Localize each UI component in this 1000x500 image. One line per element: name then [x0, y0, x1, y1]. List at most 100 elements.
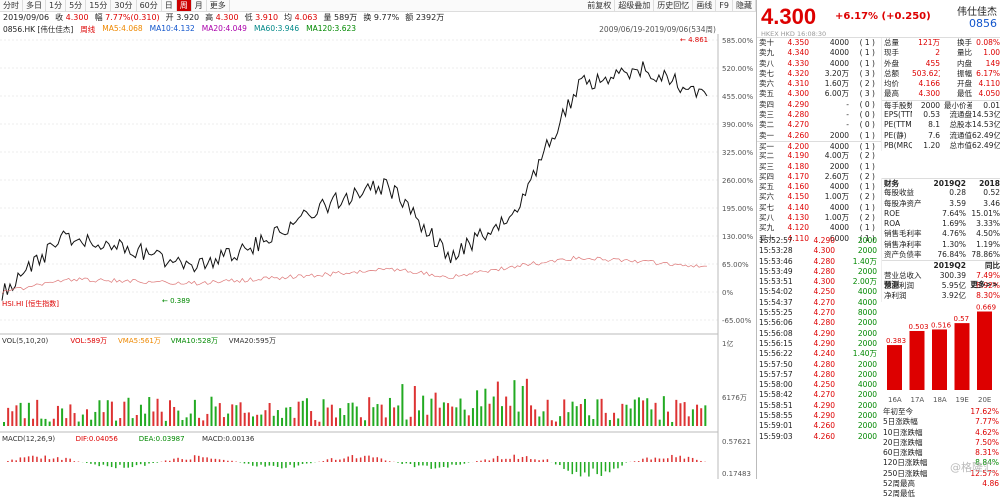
- toolbar-button[interactable]: 前复权: [584, 0, 615, 11]
- toolbar-button[interactable]: F9: [716, 0, 733, 11]
- tick-time: 15:53:46: [757, 257, 797, 267]
- book-price: 4.140: [779, 203, 809, 213]
- stats-cell: 0.08%: [972, 38, 1000, 48]
- book-side: 买八: [757, 213, 779, 223]
- period-tab[interactable]: 日: [162, 0, 177, 11]
- macd-bar: [215, 459, 217, 462]
- vol-legend-vma20: VMA20:595万: [229, 337, 276, 345]
- watermark: @格隆汇: [950, 459, 994, 475]
- macd-bar: [335, 460, 337, 462]
- macd-bar: [601, 462, 603, 476]
- stats-cell: 流通盘: [940, 110, 972, 120]
- vol-bar: [364, 420, 366, 426]
- fin-cell: 销售毛利率: [882, 229, 930, 239]
- toolbar-button[interactable]: 隐藏: [733, 0, 756, 11]
- stats-cell: 量比: [940, 48, 972, 58]
- forecast-more-link[interactable]: 更多>>: [970, 280, 998, 290]
- vol-bar: [161, 412, 163, 426]
- period-tab[interactable]: 60分: [137, 0, 162, 11]
- vol-bar: [700, 408, 702, 426]
- macd-bar: [69, 459, 71, 462]
- macd-bar: [107, 462, 109, 466]
- macd-bar: [700, 461, 702, 462]
- vol-bar: [215, 406, 217, 426]
- macd-bar: [663, 459, 665, 462]
- period-tab[interactable]: 更多: [207, 0, 230, 11]
- period-tab[interactable]: 1分: [46, 0, 66, 11]
- vol-bar: [447, 403, 449, 426]
- vol-bar: [513, 380, 515, 426]
- perf-label: 20日涨跌幅: [881, 438, 953, 448]
- period-tab[interactable]: 30分: [111, 0, 136, 11]
- stats-cell: 总市值: [940, 141, 972, 151]
- tick-price: 4.290: [797, 329, 835, 339]
- vol-bar: [69, 404, 71, 426]
- macd-bar: [679, 456, 681, 462]
- book-count: ( 1 ): [849, 48, 875, 58]
- forecast-bar: [910, 331, 925, 390]
- toolbar-button[interactable]: 画线: [693, 0, 716, 11]
- period-tab[interactable]: 月: [192, 0, 207, 11]
- macd-bar: [426, 462, 428, 466]
- macd-bar: [439, 462, 441, 468]
- vol-bar: [235, 405, 237, 426]
- vol-bar: [401, 384, 403, 426]
- vol-bar: [57, 406, 59, 426]
- vol-legend-vma5: VMA5:561万: [118, 337, 161, 345]
- vol-bar: [111, 402, 113, 426]
- chart-svg[interactable]: 585.00%520.00%455.00%390.00%325.00%260.0…: [0, 34, 756, 479]
- forecast-value: 0.383: [886, 337, 906, 345]
- stats-cell: 121万: [912, 38, 940, 48]
- period-tab[interactable]: 分时: [0, 0, 23, 11]
- period-tab[interactable]: 周: [177, 0, 192, 11]
- macd-bar: [563, 462, 565, 469]
- perf-label: 120日涨跌幅: [881, 458, 953, 468]
- fin-cell: 1.19%: [966, 240, 1000, 250]
- vol-bar: [455, 407, 457, 426]
- vol-axis-tick: 1亿: [722, 339, 733, 348]
- fin-cell: 2018: [966, 179, 1000, 188]
- vol-bar: [94, 412, 96, 426]
- vol-bar: [310, 411, 312, 426]
- price-axis-tick: 455.00%: [722, 93, 753, 101]
- price-axis-tick: 325.00%: [722, 149, 753, 157]
- vol-bar: [244, 413, 246, 426]
- toolbar-button[interactable]: 历史回忆: [654, 0, 693, 11]
- vol-bar: [414, 386, 416, 426]
- period-tab[interactable]: 15分: [86, 0, 111, 11]
- macd-bar: [464, 462, 466, 464]
- stats-cell: 最低: [940, 89, 972, 99]
- macd-bar: [244, 462, 246, 463]
- vol-bar: [418, 410, 420, 426]
- book-price: 4.150: [779, 192, 809, 202]
- vol-bar: [165, 421, 167, 426]
- period-tab[interactable]: 多日: [23, 0, 46, 11]
- toolbar-button[interactable]: 超级叠加: [615, 0, 654, 11]
- vol-bar: [211, 397, 213, 426]
- book-count: ( 1 ): [849, 131, 875, 141]
- macd-bar: [331, 458, 333, 462]
- macd-bar: [90, 462, 92, 464]
- fin-cell: 7.64%: [930, 209, 966, 219]
- macd-bar: [489, 460, 491, 462]
- vol-bar: [136, 415, 138, 426]
- macd-bar: [435, 462, 437, 468]
- period-tab[interactable]: 5分: [66, 0, 86, 11]
- macd-bar: [688, 457, 690, 462]
- tick-size: 2000: [835, 401, 877, 411]
